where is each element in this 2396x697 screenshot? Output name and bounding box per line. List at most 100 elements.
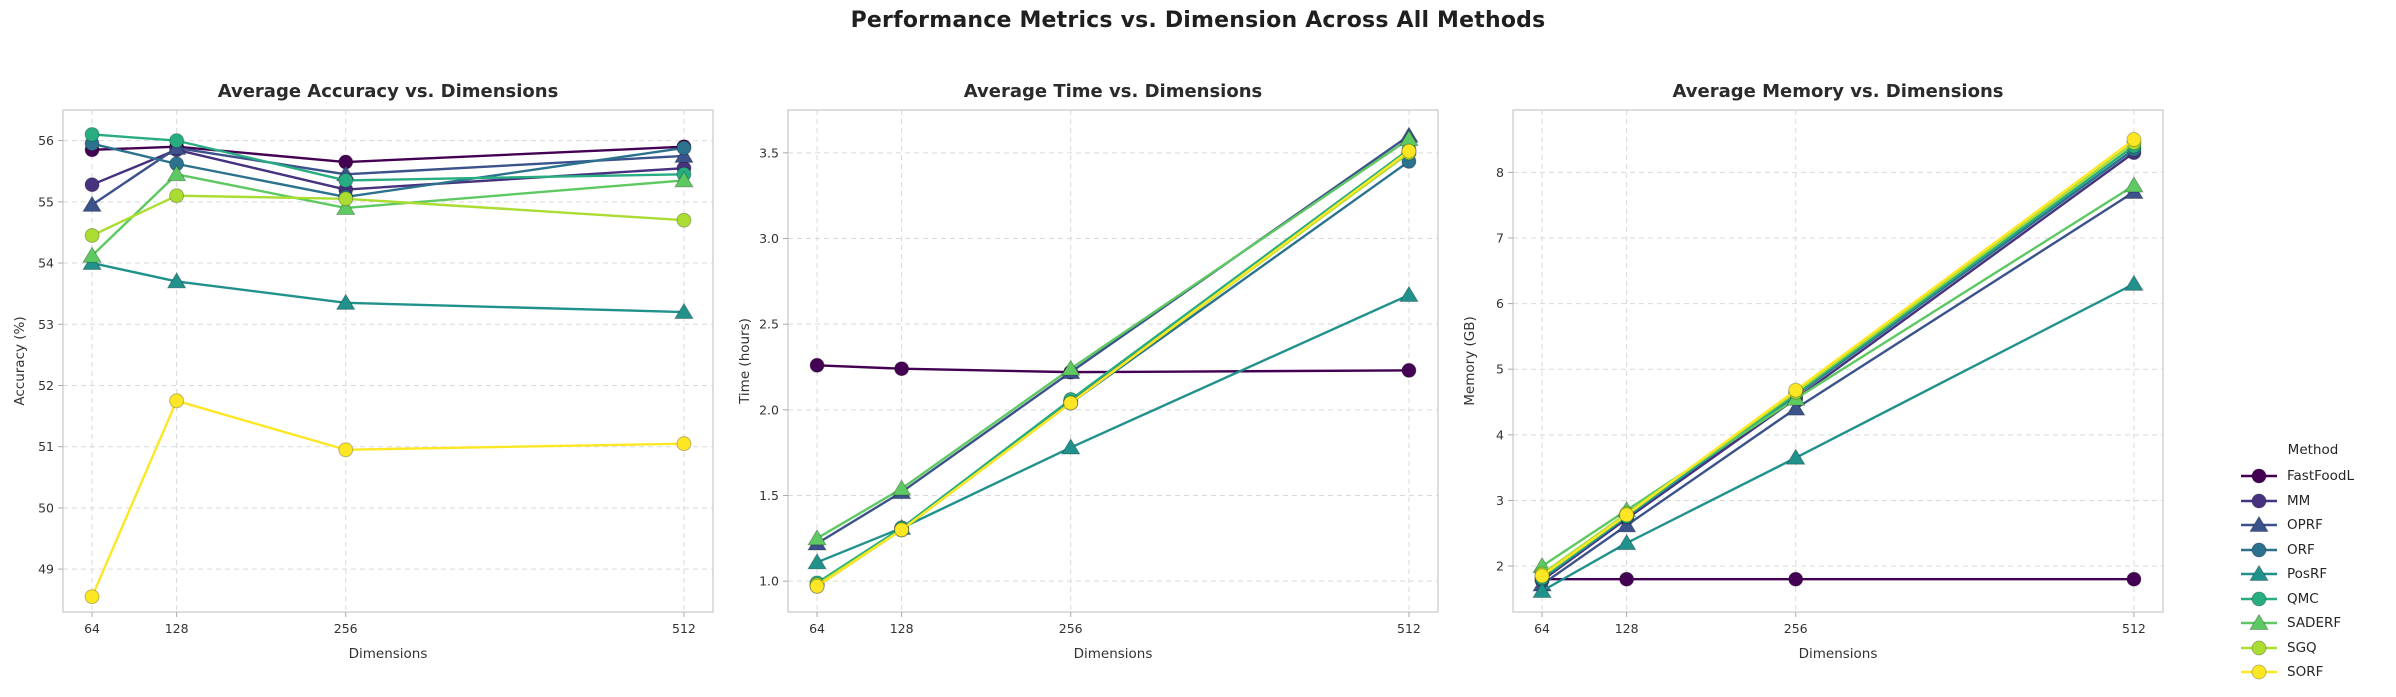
y-tick-label: 5 <box>1496 362 1504 377</box>
SORF-marker <box>2126 132 2142 148</box>
SORF-marker <box>894 522 910 538</box>
panels-row: Average Accuracy vs. Dimensions Dimensio… <box>8 52 2183 697</box>
circle-swatch-icon <box>2241 640 2277 656</box>
legend-item-SGQ: SGQ <box>2240 636 2394 661</box>
FastFoodL-marker <box>1619 571 1635 587</box>
x-tick-label: 128 <box>165 621 189 636</box>
PosRF-marker <box>1532 581 1552 599</box>
legend-label: MM <box>2287 492 2311 509</box>
y-tick-label: 7 <box>1496 230 1504 245</box>
y-tick-label: 50 <box>38 500 54 515</box>
SGQ-marker <box>676 212 692 228</box>
legend-label: OPRF <box>2287 517 2323 534</box>
SORF-marker <box>1788 382 1804 398</box>
legend-item-ORF: ORF <box>2240 538 2394 563</box>
legend-label: SADERF <box>2287 615 2342 632</box>
FastFoodL-marker <box>894 361 910 377</box>
PosRF-marker <box>1399 285 1419 303</box>
y-tick-label: 52 <box>38 378 54 393</box>
series-line-SORF <box>816 150 1410 588</box>
circle-swatch-icon <box>2241 468 2277 484</box>
y-tick-label: 2.0 <box>759 402 779 417</box>
y-tick-label: 1.0 <box>759 574 779 589</box>
ORF-marker <box>2251 542 2267 558</box>
x-tick-label: 64 <box>809 621 825 636</box>
SADERF-marker <box>166 164 187 182</box>
PosRF-marker <box>2124 274 2144 291</box>
OPRF-marker <box>2249 516 2269 533</box>
y-tick-label: 6 <box>1496 296 1504 311</box>
SORF-marker <box>676 436 692 452</box>
plot-border <box>787 109 1439 613</box>
x-tick-label: 256 <box>1784 621 1808 636</box>
triangle-swatch-icon <box>2241 614 2277 631</box>
y-tick-label: 55 <box>38 194 54 209</box>
SGQ-marker <box>338 191 354 207</box>
x-tick-label: 256 <box>334 621 358 636</box>
y-tick-label: 53 <box>38 317 54 332</box>
SORF-marker <box>1534 568 1550 584</box>
legend-label: PosRF <box>2287 566 2328 583</box>
plot-area: 64 128 256 512 1.0 1.5 2.0 2.5 3.0 3.5 <box>759 109 1439 636</box>
FastFoodL-marker <box>1401 362 1417 378</box>
panel-accuracy: Average Accuracy vs. Dimensions Dimensio… <box>8 52 733 697</box>
PosRF-marker <box>335 293 356 310</box>
SADERF-marker <box>335 198 356 215</box>
FastFoodL-marker <box>2251 468 2267 484</box>
SORF-marker <box>809 578 825 594</box>
legend-item-QMC: QMC <box>2240 587 2394 612</box>
circle-swatch-icon <box>2241 493 2277 509</box>
series-line-MM <box>91 148 685 191</box>
OPRF-marker <box>1785 399 1806 416</box>
series-line-OPRF <box>1541 191 2135 586</box>
OPRF-marker <box>82 195 102 212</box>
PosRF-marker <box>1616 533 1637 551</box>
SADERF-marker <box>2124 175 2144 193</box>
MM-marker <box>2251 493 2267 509</box>
SORF-marker <box>338 442 354 458</box>
series-line-SADERF <box>1541 184 2135 568</box>
series-line-SADERF <box>816 138 1410 540</box>
legend-label: QMC <box>2287 590 2319 607</box>
series-line-QMC <box>816 148 1410 584</box>
panel-title-time: Average Time vs. Dimensions <box>964 81 1263 102</box>
legend-label: FastFoodL <box>2287 468 2355 485</box>
QMC-marker <box>2251 591 2267 607</box>
plot-area: 64 128 256 512 49 50 51 52 53 54 55 56 <box>38 109 714 636</box>
series-line-SGQ <box>91 194 685 237</box>
SORF-marker <box>1063 395 1079 411</box>
plot-border <box>62 109 714 613</box>
panel-memory: Average Memory vs. Dimensions Dimensions… <box>1458 52 2183 697</box>
x-tick-label: 128 <box>1615 621 1639 636</box>
series-line-ORF <box>91 142 685 199</box>
y-tick-label: 56 <box>38 133 54 148</box>
QMC-marker <box>84 126 100 142</box>
QMC-marker <box>169 133 185 149</box>
main-title: Performance Metrics vs. Dimension Across… <box>850 8 1546 33</box>
SORF-marker <box>1619 507 1635 523</box>
y-tick-label: 49 <box>38 562 54 577</box>
ORF-marker <box>676 140 692 156</box>
panel-title-accuracy: Average Accuracy vs. Dimensions <box>218 81 559 102</box>
y-axis-label: Accuracy (%) <box>12 316 28 405</box>
PosRF-marker <box>2249 565 2269 582</box>
panel-time: Average Time vs. Dimensions Dimensions T… <box>733 52 1458 697</box>
x-tick-label: 64 <box>1534 621 1550 636</box>
time-chart: Average Time vs. Dimensions Dimensions T… <box>737 81 1439 662</box>
SORF-marker <box>84 589 100 605</box>
circle-swatch-icon <box>2241 664 2277 680</box>
series-line-SORF <box>1541 138 2135 577</box>
OPRF-marker <box>1616 515 1637 533</box>
x-tick-label: 512 <box>672 621 696 636</box>
series-line-MM <box>1541 151 2135 582</box>
SORF-marker <box>169 393 185 409</box>
SADERF-marker <box>82 246 102 263</box>
circle-swatch-icon <box>2241 591 2277 607</box>
accuracy-chart: Average Accuracy vs. Dimensions Dimensio… <box>12 81 714 662</box>
x-tick-label: 512 <box>2122 621 2146 636</box>
SADERF-marker <box>674 170 694 188</box>
PosRF-marker <box>674 302 694 320</box>
memory-chart: Average Memory vs. Dimensions Dimensions… <box>1462 81 2164 662</box>
legend-item-SADERF: SADERF <box>2240 611 2394 636</box>
FastFoodL-marker <box>1788 571 1804 587</box>
